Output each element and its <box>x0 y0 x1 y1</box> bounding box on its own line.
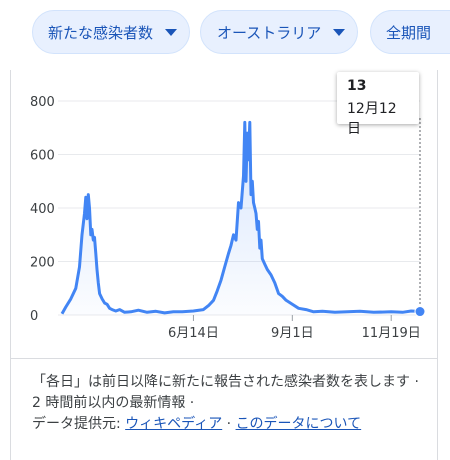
filter-chip-bar: 新たな感染者数 オーストラリア 全期間 <box>0 10 450 56</box>
y-tick-label: 200 <box>30 256 55 271</box>
metric-label: 新たな感染者数 <box>48 23 154 42</box>
footer-separator: · <box>226 416 232 432</box>
region-label: オーストラリア <box>217 23 322 42</box>
chart-footer: 「各日」は前日以降に新たに報告された感染者数を表します · 2 時間前以内の最新… <box>32 372 428 435</box>
chevron-down-icon <box>333 28 346 36</box>
period-dropdown[interactable]: 全期間 <box>370 10 450 54</box>
y-tick-label: 400 <box>30 202 55 217</box>
footer-note: 「各日」は前日以降に新たに報告された感染者数を表します · 2 時間前以内の最新… <box>32 374 419 411</box>
series-line <box>60 120 421 315</box>
x-tick-label: 6月14日 <box>168 326 219 341</box>
card-divider <box>10 358 438 359</box>
cases-chart[interactable]: 0 200 400 600 800 6月14日 9月1日 11月19日 <box>0 0 450 360</box>
tooltip-value: 13 <box>347 78 367 94</box>
about-data-link[interactable]: このデータについて <box>235 416 362 432</box>
source-link[interactable]: ウィキペディア <box>125 416 223 432</box>
y-tick-label: 600 <box>30 149 55 164</box>
tooltip-date: 12月12日 <box>347 101 397 137</box>
x-tick-label: 9月1日 <box>271 326 314 341</box>
source-label: データ提供元: <box>32 416 121 432</box>
chart-card <box>10 70 438 460</box>
highlight-point <box>414 306 426 318</box>
chevron-down-icon <box>165 28 178 36</box>
y-tick-label: 0 <box>30 309 38 324</box>
series-area <box>62 122 420 316</box>
x-tick-label: 11月19日 <box>362 326 421 341</box>
period-label: 全期間 <box>386 23 432 42</box>
region-dropdown[interactable]: オーストラリア <box>200 10 358 54</box>
chart-tooltip: 13 12月12日 <box>337 72 419 137</box>
y-tick-label: 800 <box>30 95 55 110</box>
metric-dropdown[interactable]: 新たな感染者数 <box>32 10 190 54</box>
